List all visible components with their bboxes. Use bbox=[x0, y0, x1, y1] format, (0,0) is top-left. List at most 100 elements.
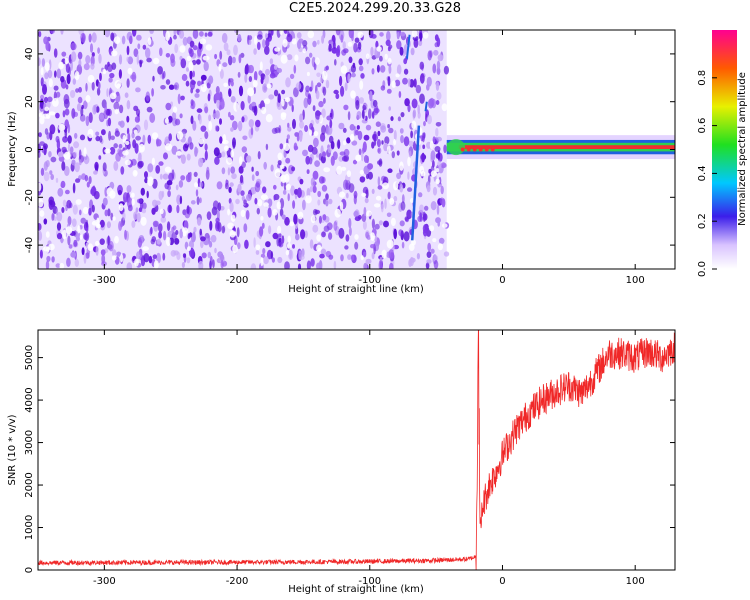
noise-speckle bbox=[186, 205, 190, 215]
noise-speckle bbox=[70, 251, 77, 258]
noise-speckle bbox=[253, 237, 256, 248]
noise-speckle bbox=[366, 155, 369, 164]
noise-speckle bbox=[189, 40, 195, 48]
noise-speckle bbox=[363, 134, 370, 141]
noise-speckle bbox=[335, 30, 341, 36]
noise-speckle bbox=[217, 251, 223, 258]
noise-speckle bbox=[137, 43, 141, 50]
noise-gap bbox=[314, 57, 320, 65]
noise-speckle bbox=[265, 68, 270, 76]
noise-speckle bbox=[90, 45, 94, 52]
noise-speckle bbox=[38, 230, 43, 241]
noise-speckle bbox=[309, 123, 314, 130]
noise-speckle bbox=[58, 156, 65, 162]
noise-gap bbox=[124, 159, 131, 166]
noise-speckle bbox=[131, 220, 136, 228]
noise-speckle bbox=[362, 104, 367, 111]
noise-speckle bbox=[388, 127, 394, 134]
noise-speckle bbox=[118, 143, 123, 149]
noise-speckle bbox=[372, 99, 378, 108]
noise-speckle bbox=[50, 30, 55, 34]
noise-gap bbox=[289, 221, 295, 227]
noise-speckle bbox=[38, 57, 41, 67]
noise-speckle bbox=[192, 30, 199, 39]
noise-speckle bbox=[107, 117, 112, 127]
noise-speckle bbox=[339, 75, 343, 87]
noise-speckle bbox=[403, 58, 408, 65]
noise-speckle bbox=[258, 103, 262, 109]
noise-speckle bbox=[73, 141, 80, 149]
noise-speckle bbox=[95, 246, 99, 256]
noise-gap bbox=[316, 234, 322, 242]
snr-series bbox=[38, 330, 675, 570]
noise-speckle bbox=[149, 30, 154, 34]
noise-speckle bbox=[174, 118, 181, 126]
noise-speckle bbox=[306, 169, 310, 175]
noise-speckle bbox=[65, 189, 70, 195]
noise-speckle bbox=[283, 30, 288, 34]
noise-gap bbox=[187, 246, 191, 252]
noise-speckle bbox=[362, 186, 369, 195]
noise-speckle bbox=[311, 146, 318, 155]
noise-speckle bbox=[387, 168, 393, 173]
noise-speckle bbox=[83, 253, 87, 264]
noise-speckle bbox=[364, 197, 369, 204]
noise-speckle bbox=[292, 244, 295, 249]
noise-speckle bbox=[228, 186, 232, 193]
noise-speckle bbox=[124, 92, 129, 98]
noise-speckle bbox=[167, 115, 173, 123]
noise-speckle bbox=[270, 251, 274, 260]
noise-speckle bbox=[400, 201, 406, 211]
noise-speckle bbox=[240, 190, 245, 196]
noise-speckle bbox=[181, 73, 188, 82]
noise-speckle bbox=[219, 136, 223, 144]
noise-gap bbox=[361, 192, 367, 197]
noise-speckle bbox=[377, 130, 381, 137]
noise-speckle bbox=[133, 48, 139, 57]
noise-speckle bbox=[67, 123, 71, 134]
noise-speckle bbox=[430, 150, 436, 161]
noise-gap bbox=[441, 223, 448, 228]
noise-gap bbox=[40, 67, 44, 76]
noise-speckle bbox=[357, 130, 363, 141]
noise-speckle bbox=[156, 238, 161, 245]
noise-speckle bbox=[203, 61, 209, 72]
noise-speckle bbox=[186, 153, 191, 161]
noise-gap bbox=[202, 55, 210, 61]
noise-gap bbox=[263, 202, 269, 208]
noise-gap bbox=[208, 121, 213, 131]
noise-speckle bbox=[356, 111, 362, 119]
noise-speckle bbox=[380, 65, 386, 73]
noise-speckle bbox=[305, 56, 311, 65]
noise-speckle bbox=[68, 244, 73, 249]
noise-speckle bbox=[361, 151, 364, 162]
noise-speckle bbox=[161, 72, 165, 80]
noise-speckle bbox=[167, 185, 171, 191]
noise-speckle bbox=[185, 80, 190, 87]
noise-speckle bbox=[196, 196, 200, 205]
noise-gap bbox=[186, 55, 192, 62]
noise-speckle bbox=[320, 248, 327, 255]
noise-speckle bbox=[149, 113, 156, 123]
noise-speckle bbox=[329, 119, 333, 129]
noise-gap bbox=[287, 235, 291, 244]
noise-speckle bbox=[179, 113, 183, 119]
noise-gap bbox=[59, 262, 65, 269]
noise-speckle bbox=[45, 260, 50, 269]
noise-speckle bbox=[296, 134, 300, 142]
noise-speckle bbox=[418, 39, 423, 47]
noise-speckle bbox=[435, 217, 441, 224]
noise-gap bbox=[232, 244, 238, 254]
noise-speckle bbox=[365, 124, 372, 131]
noise-speckle bbox=[62, 110, 66, 118]
noise-gap bbox=[151, 157, 155, 166]
noise-speckle bbox=[347, 111, 351, 121]
noise-speckle bbox=[281, 89, 286, 95]
noise-speckle bbox=[334, 59, 337, 66]
noise-speckle bbox=[247, 94, 251, 104]
noise-speckle bbox=[152, 254, 157, 259]
noise-speckle bbox=[421, 152, 425, 163]
noise-speckle bbox=[286, 33, 293, 43]
x-tick-label: 0 bbox=[499, 576, 505, 587]
signal-streak bbox=[410, 125, 421, 241]
